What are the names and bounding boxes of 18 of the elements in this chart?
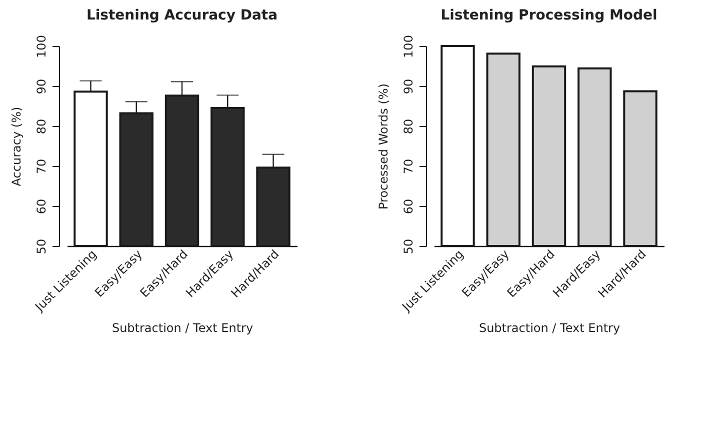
chart-title: Listening Accuracy Data xyxy=(86,8,278,24)
x-axis-title: Subtraction / Text Entry xyxy=(112,321,254,336)
y-tick-label: 100 xyxy=(402,35,416,58)
y-tick-label: 80 xyxy=(34,118,48,134)
y-axis-title: Processed Words (%) xyxy=(376,83,390,210)
y-tick-label: 70 xyxy=(34,158,48,174)
y-tick-label: 50 xyxy=(34,238,48,254)
y-tick-label: 60 xyxy=(34,198,48,214)
chart-title: Listening Processing Model xyxy=(440,8,658,24)
y-tick-label: 50 xyxy=(402,238,416,254)
x-axis-title: Subtraction / Text Entry xyxy=(478,321,620,336)
y-axis-title: Accuracy (%) xyxy=(10,106,24,186)
y-tick-label: 80 xyxy=(402,118,416,134)
y-tick-label: 70 xyxy=(402,158,416,174)
y-tick-label: 60 xyxy=(402,198,416,214)
y-tick-label: 90 xyxy=(34,78,48,94)
y-tick-label: 90 xyxy=(402,78,416,94)
y-tick-label: 100 xyxy=(34,35,48,58)
